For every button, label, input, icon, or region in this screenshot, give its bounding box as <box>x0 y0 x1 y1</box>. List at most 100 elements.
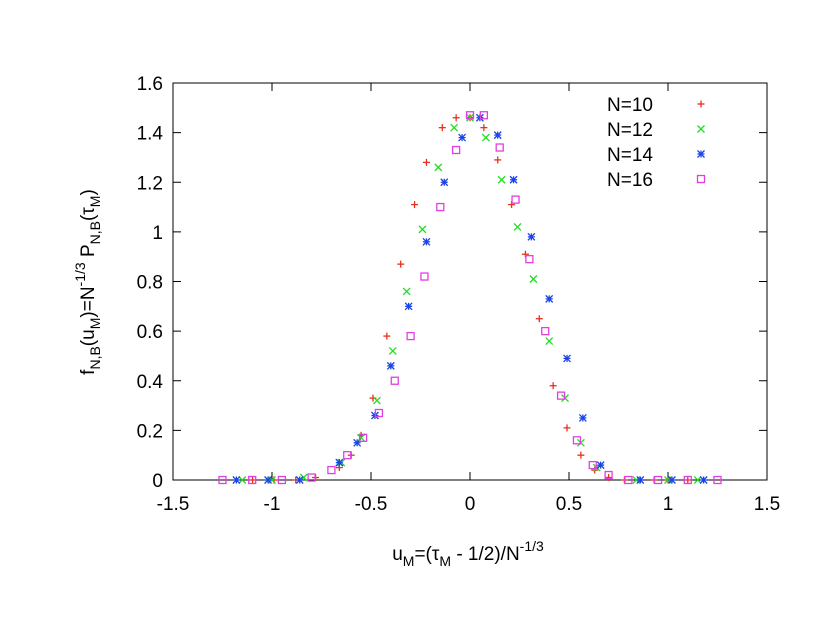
x-axis: -1.5 -1 -0.5 0 0.5 1 1.5 <box>157 83 780 515</box>
data-point <box>343 451 352 460</box>
data-point <box>525 255 534 264</box>
y-tick-label: 0.2 <box>137 421 163 442</box>
data-point <box>402 287 411 296</box>
data-point <box>497 175 506 184</box>
data-point <box>404 302 413 311</box>
data-point <box>511 195 520 204</box>
data-point <box>422 158 430 166</box>
data-point <box>218 475 227 485</box>
legend-label: N=12 <box>607 120 653 141</box>
y-tick-label: 0.4 <box>137 372 164 393</box>
x-tick-label: -1.5 <box>157 494 190 515</box>
data-point <box>450 123 459 132</box>
data-point <box>357 433 366 442</box>
data-point <box>563 424 571 432</box>
data-point <box>411 201 419 209</box>
y-tick-label: 1.4 <box>137 124 164 145</box>
data-point <box>572 436 582 445</box>
legend-label: N=10 <box>607 95 653 116</box>
data-point <box>527 232 536 241</box>
legend-label: N=16 <box>607 170 653 191</box>
data-point <box>358 433 368 442</box>
series-N=16 <box>218 111 722 485</box>
x-tick-label: -0.5 <box>355 494 388 515</box>
data-point <box>684 476 692 484</box>
data-point <box>624 475 633 485</box>
data-point <box>495 143 504 152</box>
data-point <box>438 124 446 132</box>
data-point <box>513 222 522 231</box>
data-point <box>249 476 257 484</box>
x-axis-label: uM=(τM - 1/2)/N-1/3 <box>392 538 544 569</box>
data-point <box>386 361 395 370</box>
data-point <box>369 394 377 402</box>
legend-label: N=14 <box>607 145 653 166</box>
data-point <box>545 294 554 303</box>
data-point <box>509 175 518 184</box>
y-tick-label: 1.6 <box>137 74 163 95</box>
data-point <box>578 414 587 422</box>
data-point <box>451 145 461 155</box>
legend-marker <box>696 174 706 184</box>
data-point <box>556 391 566 400</box>
data-point <box>668 476 676 484</box>
data-point <box>713 475 722 485</box>
data-point <box>434 163 443 172</box>
data-point <box>295 476 304 484</box>
y-tick-label: 0 <box>152 471 163 492</box>
data-point <box>699 476 708 484</box>
y-axis: 0 0.2 0.4 0.6 0.8 1 1.2 1.4 1.6 <box>137 74 767 492</box>
data-point <box>535 315 543 323</box>
data-point <box>277 475 287 485</box>
data-point <box>577 451 585 459</box>
data-point <box>541 326 550 336</box>
data-point <box>420 272 429 281</box>
data-point <box>390 376 399 385</box>
data-point <box>604 470 613 480</box>
x-tick-label: -1 <box>264 494 281 515</box>
data-point <box>232 476 241 484</box>
data-point <box>440 178 449 187</box>
x-tick-label: 1 <box>663 494 674 515</box>
data-point <box>549 382 557 390</box>
data-point <box>466 113 474 122</box>
y-tick-label: 0.6 <box>137 322 163 343</box>
data-point <box>422 237 431 246</box>
data-point <box>596 461 605 470</box>
data-point <box>480 124 488 132</box>
data-point <box>452 114 460 122</box>
data-point <box>264 476 272 484</box>
legend-marker <box>697 150 705 158</box>
data-point <box>653 475 663 485</box>
data-point <box>383 332 391 340</box>
data-point <box>397 260 405 268</box>
data-point <box>372 396 381 405</box>
y-tick-label: 1 <box>152 223 163 244</box>
data-point <box>563 354 571 363</box>
data-point <box>545 337 554 346</box>
data-point <box>248 475 257 485</box>
x-tick-label: 0 <box>465 494 476 515</box>
data-points <box>218 111 722 485</box>
y-axis-label: fN,B(uM)=N-1/3 PN,B(τM) <box>72 189 103 375</box>
data-point <box>588 460 597 470</box>
data-point <box>307 473 316 482</box>
x-tick-label: 0.5 <box>556 494 582 515</box>
legend-marker <box>697 125 705 133</box>
data-point <box>605 474 613 482</box>
data-point <box>335 458 344 467</box>
data-point <box>683 475 692 485</box>
plot-frame <box>172 82 768 481</box>
y-tick-label: 0.8 <box>137 273 163 294</box>
y-tick-label: 1.2 <box>137 173 163 194</box>
data-point <box>481 133 490 142</box>
data-point <box>327 465 336 475</box>
data-point <box>529 275 538 283</box>
data-point <box>479 111 489 120</box>
data-point <box>636 476 645 484</box>
data-point <box>494 156 502 164</box>
data-point <box>238 476 247 484</box>
data-point <box>458 133 467 142</box>
data-point <box>406 331 415 341</box>
legend-marker <box>697 100 705 108</box>
